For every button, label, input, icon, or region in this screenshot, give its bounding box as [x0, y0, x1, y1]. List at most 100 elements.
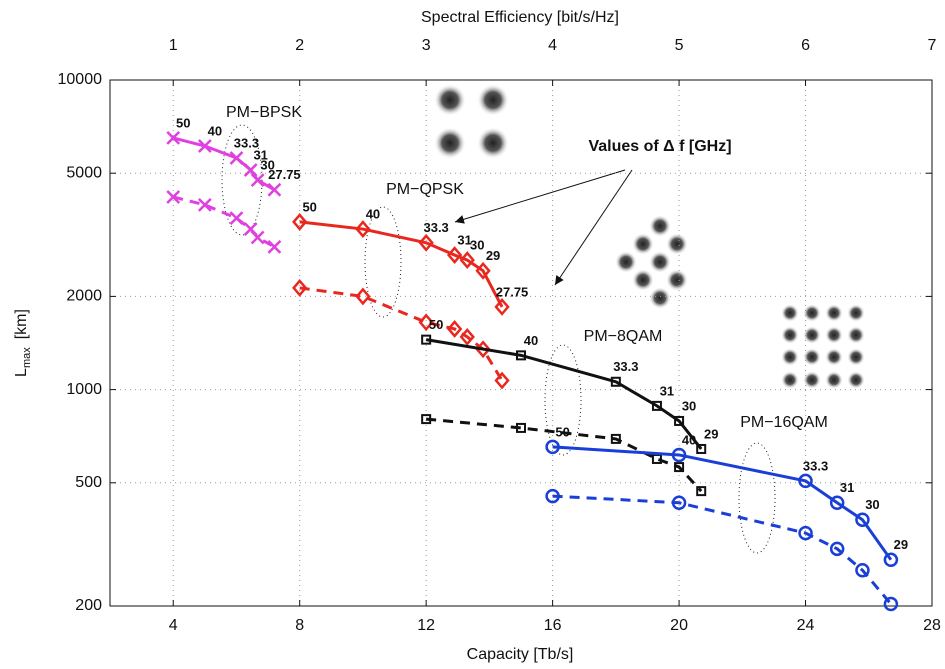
- marker: [829, 495, 845, 511]
- constellation-dot: [847, 371, 865, 389]
- marker: [421, 414, 432, 425]
- point-label: 31: [840, 480, 854, 495]
- constellation-dot: [803, 371, 821, 389]
- x2-label: Spectral Efficiency [bit/s/Hz]: [421, 9, 619, 26]
- marker: [459, 327, 475, 346]
- x-tick-label: 12: [417, 617, 435, 634]
- point-label: 33.3: [803, 458, 828, 473]
- ellipses: [221, 124, 776, 554]
- marker: [829, 541, 845, 557]
- point-label: 29: [486, 248, 500, 263]
- point-label: 40: [524, 333, 538, 348]
- marker: [674, 462, 685, 473]
- constellation-dot: [825, 371, 843, 389]
- marker: [545, 488, 560, 504]
- marker: [674, 415, 685, 426]
- series-line: [172, 195, 276, 249]
- point-label: 40: [208, 123, 222, 138]
- point-label: 50: [429, 317, 443, 332]
- marker: [292, 213, 308, 231]
- y-tick-label: 1000: [66, 381, 102, 398]
- constellation-dot: [825, 326, 843, 344]
- marker: [421, 334, 432, 345]
- marker: [250, 173, 265, 187]
- marker: [545, 439, 560, 455]
- constellation-dot: [781, 348, 799, 366]
- x-tick-label: 24: [797, 617, 815, 634]
- marker: [855, 512, 870, 527]
- marker: [798, 473, 813, 489]
- point-label: 27.75: [268, 167, 301, 182]
- x-tick-label: 16: [544, 617, 562, 634]
- marker: [418, 313, 434, 332]
- marker: [610, 376, 621, 387]
- x-tick-label: 20: [670, 617, 688, 634]
- marker: [250, 230, 265, 245]
- constellation-dot: [781, 371, 799, 389]
- point-label: 31: [457, 232, 471, 247]
- point-label: 31: [660, 383, 674, 398]
- annotation: PM−16QAM: [740, 414, 828, 431]
- marker: [798, 525, 813, 541]
- point-label: 30: [865, 497, 879, 512]
- marker: [610, 433, 621, 444]
- point-label: 27.75: [496, 284, 529, 299]
- marker: [651, 400, 662, 411]
- marker: [671, 447, 687, 463]
- marker: [355, 287, 371, 306]
- x-tick-label: 4: [169, 617, 178, 634]
- constellation-dot: [803, 348, 821, 366]
- x2-tick-label: 1: [169, 37, 178, 54]
- x-tick-label: 28: [923, 617, 941, 634]
- series-line: [299, 220, 504, 308]
- constellation-dot: [781, 304, 799, 322]
- marker: [166, 131, 181, 145]
- marker: [883, 552, 899, 568]
- point-label: 50: [555, 424, 569, 439]
- marker: [229, 151, 244, 165]
- marker: [166, 190, 181, 204]
- point-label: 29: [704, 426, 718, 441]
- constellation-dot: [781, 326, 799, 344]
- constellation-dot: [825, 304, 843, 322]
- marker: [696, 443, 707, 454]
- marker: [197, 139, 212, 153]
- x2-tick-label: 7: [928, 37, 937, 54]
- marker: [883, 596, 899, 612]
- point-label: 30: [682, 398, 696, 413]
- marker: [292, 279, 308, 297]
- x2-tick-label: 4: [548, 37, 557, 54]
- point-label: 31: [253, 147, 267, 162]
- x2-tick-label: 5: [675, 37, 684, 54]
- point-label: 40: [682, 432, 696, 447]
- marker: [267, 182, 282, 197]
- marker: [267, 240, 282, 254]
- annotation: Values of Δ f [GHz]: [588, 138, 731, 155]
- y-tick-label: 5000: [66, 164, 102, 181]
- point-label: 33.3: [423, 220, 448, 235]
- x2-tick-label: 2: [295, 37, 304, 54]
- constellation-dot: [847, 348, 865, 366]
- marker: [355, 220, 371, 238]
- point-label: 50: [176, 115, 190, 130]
- marker: [446, 320, 463, 338]
- point-label: 40: [366, 207, 380, 222]
- point-label: 30: [260, 158, 274, 173]
- marker: [671, 495, 687, 511]
- marker: [855, 562, 870, 578]
- constellations: [434, 84, 865, 389]
- series-line: [552, 494, 893, 605]
- constellation-dot: [803, 326, 821, 344]
- x-label: Capacity [Tb/s]: [467, 646, 574, 663]
- y-tick-label: 10000: [58, 71, 103, 88]
- annotation: PM−BPSK: [226, 104, 302, 121]
- plot-frame: [109, 79, 933, 607]
- point-label: 33.3: [613, 359, 638, 374]
- y-tick-label: 200: [75, 597, 102, 614]
- marker: [494, 371, 510, 390]
- marker: [229, 211, 244, 226]
- annotation: PM−QPSK: [386, 181, 464, 198]
- marker: [418, 233, 434, 252]
- constellation-dot: [803, 304, 821, 322]
